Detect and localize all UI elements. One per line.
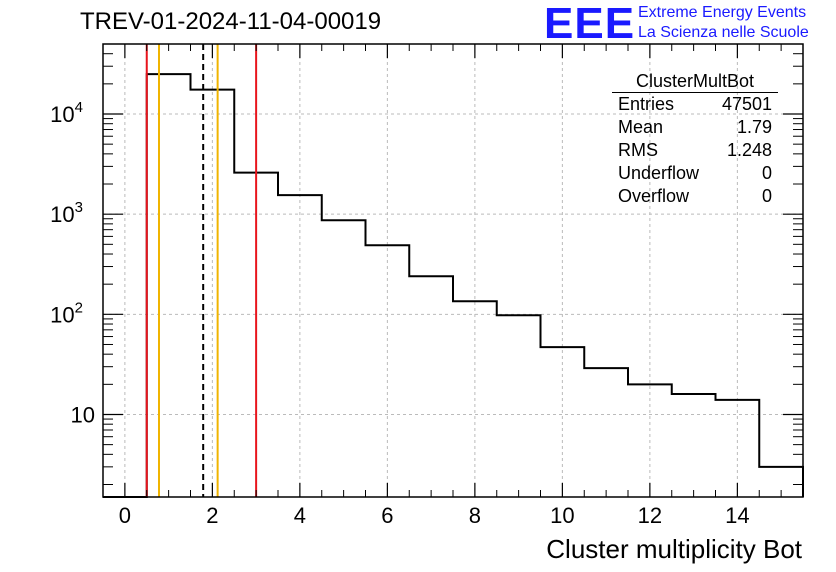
logo-caption-line2: La Scienza nelle Scuole bbox=[638, 24, 809, 41]
logo-caption-line1: Extreme Energy Events bbox=[638, 4, 807, 21]
stats-value: 0 bbox=[761, 163, 772, 183]
stats-value: 47501 bbox=[721, 94, 772, 114]
stats-value: 1.248 bbox=[726, 140, 772, 160]
stats-label: RMS bbox=[618, 140, 658, 160]
y-tick-label: 104 bbox=[50, 99, 83, 127]
eee-logo: EEE bbox=[544, 0, 636, 48]
x-tick-label: 14 bbox=[725, 503, 749, 528]
logo-caption: Extreme Energy Events La Scienza nelle S… bbox=[638, 3, 809, 43]
stats-row-overflow: Overflow 0 bbox=[612, 185, 778, 208]
plot-area bbox=[103, 44, 803, 497]
y-tick-label: 102 bbox=[50, 299, 83, 327]
run-title: TREV-01-2024-11-04-00019 bbox=[80, 8, 382, 35]
x-tick-label: 4 bbox=[294, 503, 306, 528]
stats-label: Mean bbox=[618, 117, 664, 137]
stats-value: 1.79 bbox=[736, 117, 772, 137]
stats-box: ClusterMultBot Entries 47501 Mean 1.79 R… bbox=[612, 70, 778, 208]
stats-row-underflow: Underflow 0 bbox=[612, 162, 778, 185]
x-tick-label: 8 bbox=[469, 503, 481, 528]
stats-label: Underflow bbox=[618, 163, 700, 183]
x-axis-label: Cluster multiplicity Bot bbox=[546, 534, 802, 564]
x-tick-label: 0 bbox=[119, 503, 131, 528]
y-tick-label: 10 bbox=[71, 402, 95, 427]
stats-row-entries: Entries 47501 bbox=[612, 93, 778, 116]
x-tick-label: 2 bbox=[206, 503, 218, 528]
x-tick-label: 12 bbox=[638, 503, 662, 528]
stats-label: Entries bbox=[618, 94, 675, 114]
stats-label: Overflow bbox=[618, 186, 690, 206]
stats-row-rms: RMS 1.248 bbox=[612, 139, 778, 162]
x-tick-label: 10 bbox=[550, 503, 574, 528]
stats-title: ClusterMultBot bbox=[612, 70, 778, 93]
stats-row-mean: Mean 1.79 bbox=[612, 116, 778, 139]
histogram-series-line bbox=[103, 73, 804, 498]
stats-value: 0 bbox=[761, 186, 772, 206]
y-tick-label: 103 bbox=[50, 199, 83, 227]
x-tick-label: 6 bbox=[381, 503, 393, 528]
